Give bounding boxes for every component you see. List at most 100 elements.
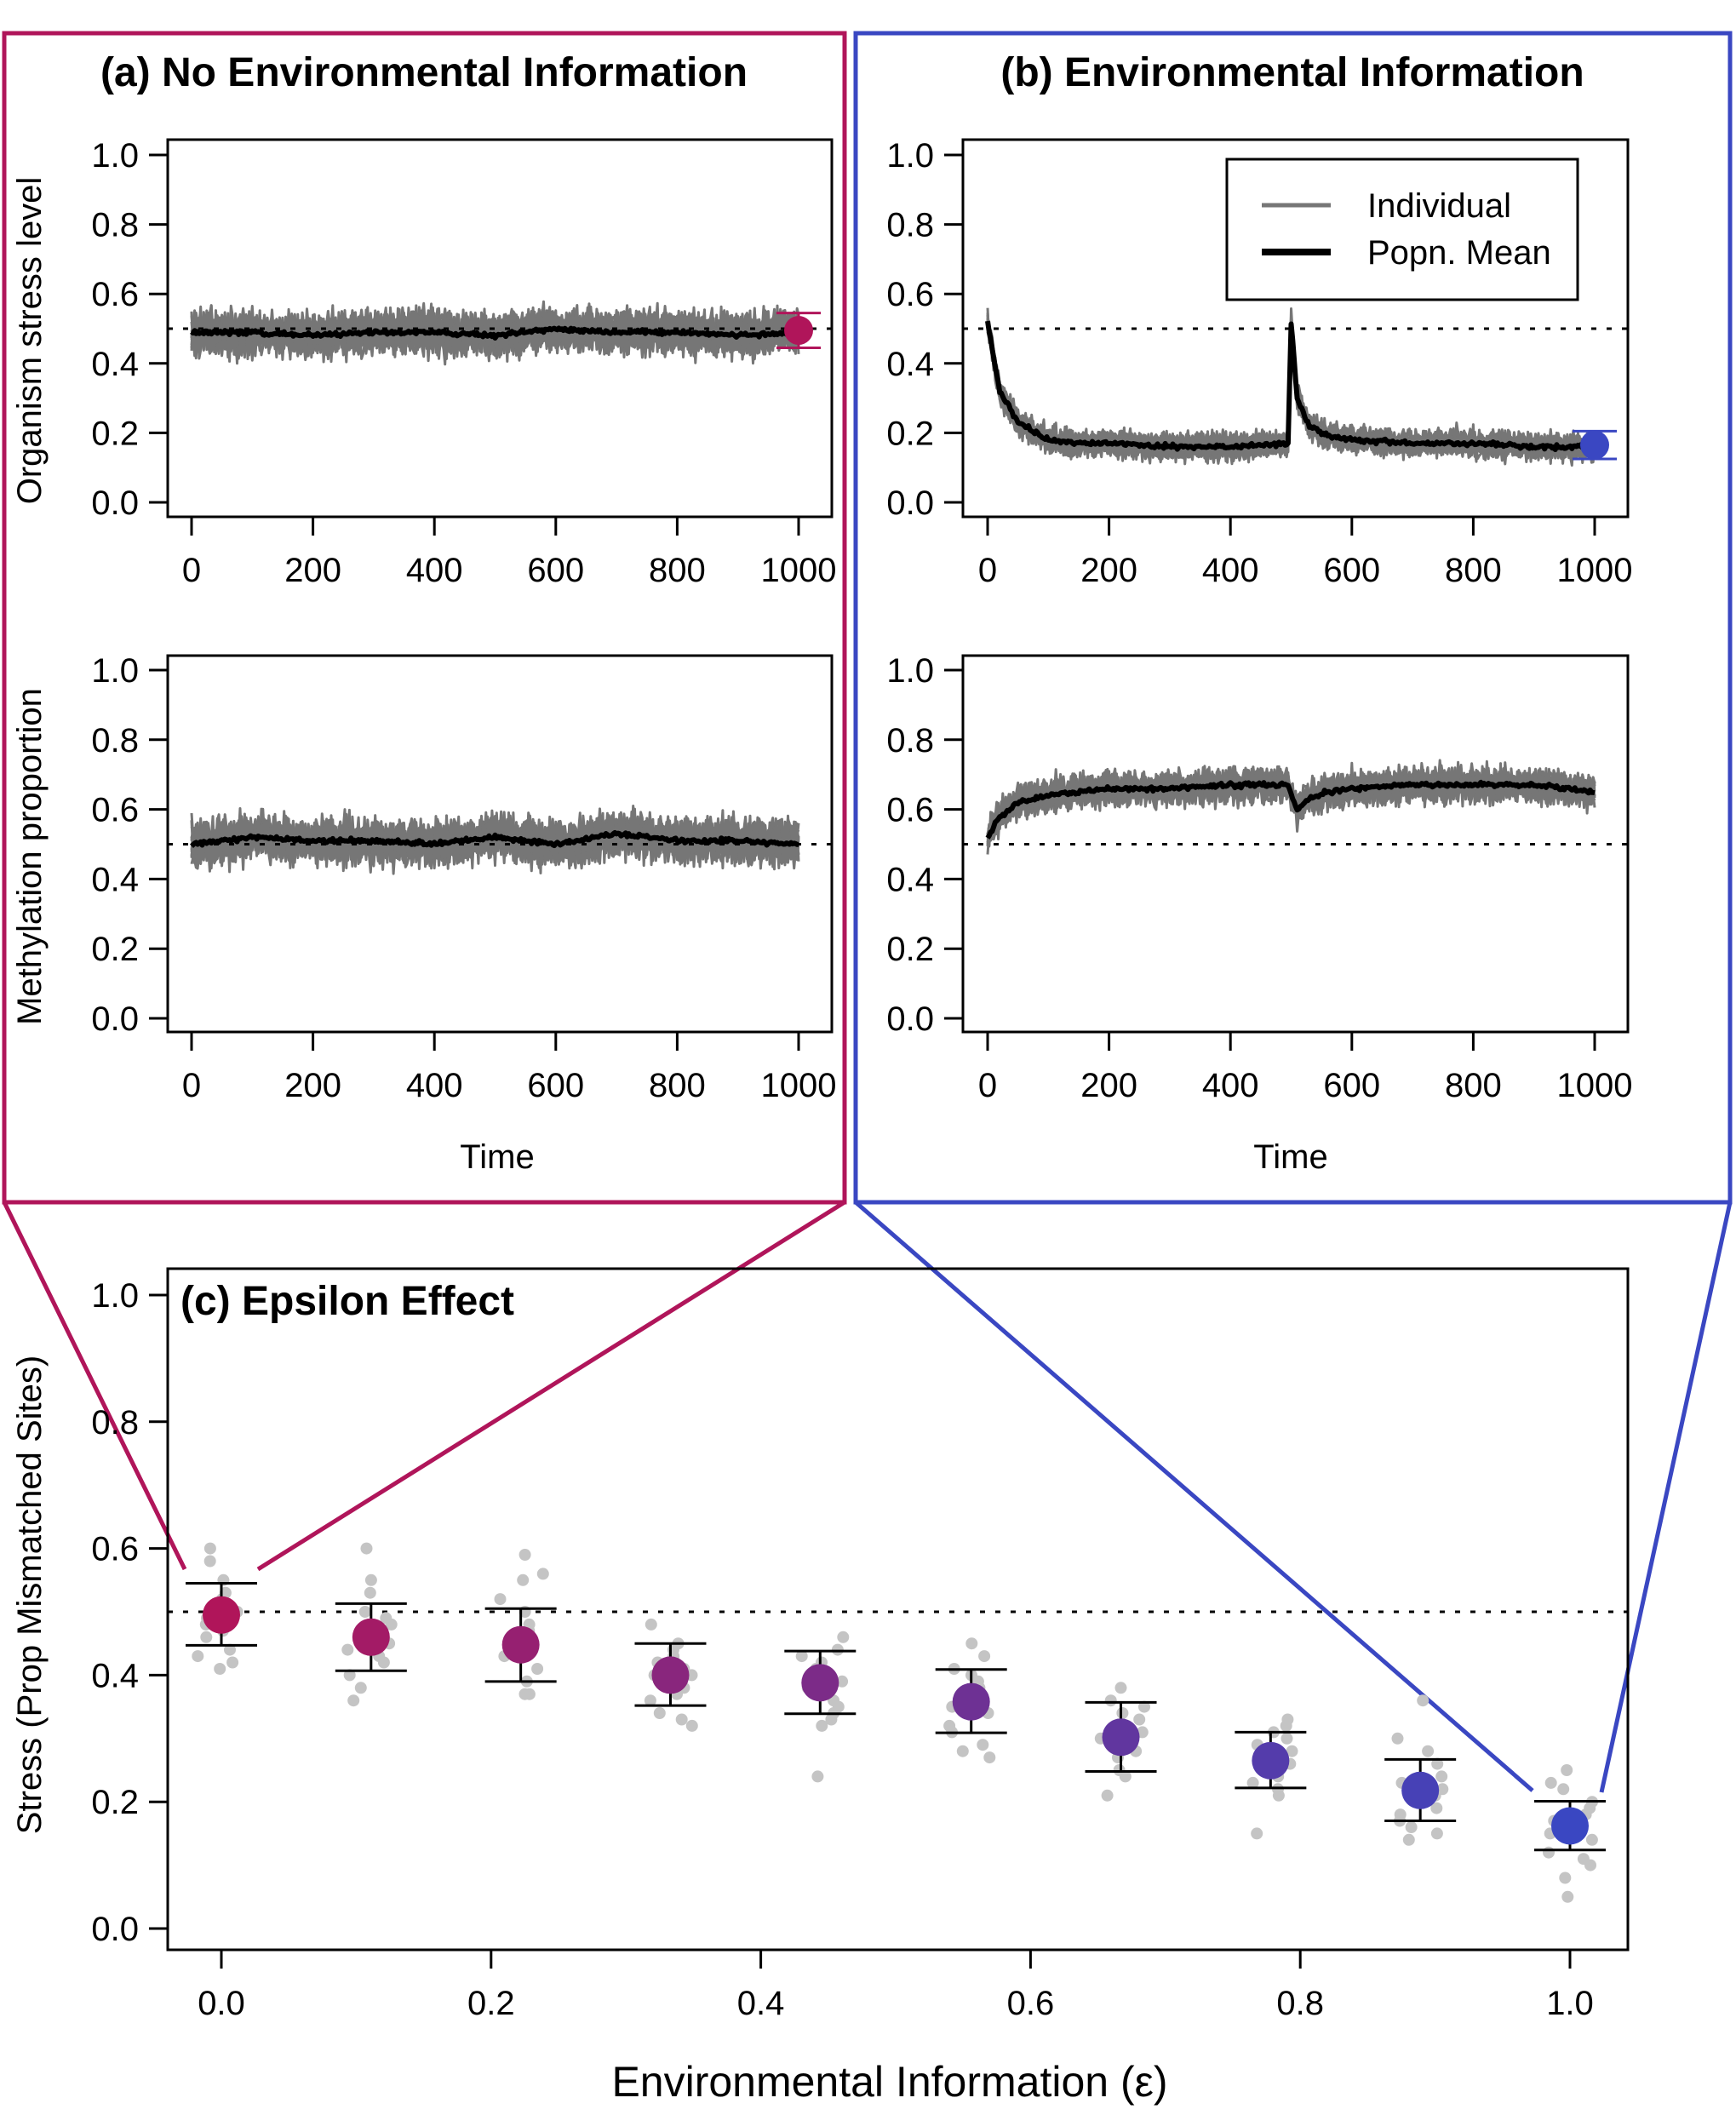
replicate-point bbox=[192, 1650, 204, 1663]
plot-b-bottom-xtick-label: 400 bbox=[1202, 1067, 1259, 1104]
plot-b-bottom-ytick-label: 1.0 bbox=[886, 652, 934, 690]
replicate-point bbox=[1114, 1682, 1127, 1694]
replicate-point bbox=[341, 1643, 354, 1656]
ylabel-methylation: Methylation proportion bbox=[11, 688, 49, 1025]
plot-b-bottom-plot-border bbox=[961, 654, 1630, 1034]
ylabel-stress: Organism stress level bbox=[11, 177, 49, 505]
plot-c-ytick-label: 0.8 bbox=[91, 1404, 139, 1442]
plot-a-top-xtick-label: 1000 bbox=[761, 552, 837, 589]
xlabel-time-a: Time bbox=[460, 1138, 534, 1176]
plot-a-bottom-xtick-label: 600 bbox=[527, 1067, 584, 1104]
replicate-point bbox=[214, 1663, 226, 1675]
replicate-point bbox=[1543, 1846, 1555, 1859]
replicate-point bbox=[1251, 1827, 1263, 1840]
legend-label-mean: Popn. Mean bbox=[1367, 234, 1551, 272]
legend-box bbox=[1225, 158, 1579, 301]
replicate-point bbox=[978, 1650, 991, 1663]
mean-point bbox=[1102, 1718, 1140, 1757]
mean-point bbox=[801, 1664, 839, 1702]
replicate-point bbox=[531, 1663, 544, 1675]
replicate-point bbox=[1402, 1833, 1415, 1846]
xlabel-time-b: Time bbox=[1253, 1138, 1327, 1176]
plot-a-bottom-xtick-label: 800 bbox=[649, 1067, 706, 1104]
plot-b-top-ytick-label: 0.8 bbox=[886, 207, 934, 244]
replicate-point bbox=[354, 1682, 367, 1694]
replicate-point bbox=[1585, 1833, 1598, 1846]
plot-b-bottom-ytick-label: 0.6 bbox=[886, 792, 934, 829]
replicate-point bbox=[685, 1719, 698, 1732]
plot-b-bottom-ytick-label: 0.4 bbox=[886, 861, 934, 898]
replicate-point bbox=[1133, 1713, 1146, 1726]
plot-b-stress: 0 200 400 600 800 1000 0.0 0.2 0.4 0.6 0.8 1.0 bbox=[886, 137, 1632, 589]
replicate-point bbox=[983, 1751, 996, 1764]
replicate-point bbox=[1405, 1821, 1418, 1833]
plot-a-bottom-ytick-label: 0.2 bbox=[91, 931, 139, 968]
replicate-point bbox=[965, 1637, 978, 1650]
replicate-point bbox=[523, 1688, 536, 1700]
replicate-point bbox=[1119, 1770, 1132, 1783]
plot-b-top-xtick-label: 200 bbox=[1080, 552, 1137, 589]
mean-point bbox=[952, 1682, 990, 1721]
replicate-point bbox=[1544, 1776, 1557, 1789]
plot-a-bottom-xtick-label: 1000 bbox=[761, 1067, 837, 1104]
plot-a-bottom-ytick-label: 0.6 bbox=[91, 792, 139, 829]
replicate-point bbox=[517, 1573, 530, 1586]
replicate-point bbox=[1286, 1745, 1298, 1757]
replicate-point bbox=[364, 1586, 376, 1599]
plot-a-top-xtick-label: 800 bbox=[649, 552, 706, 589]
endpoint-point bbox=[1580, 430, 1609, 460]
replicate-point bbox=[1101, 1789, 1114, 1802]
replicate-point bbox=[203, 1542, 216, 1555]
plot-c-ytick-label: 0.0 bbox=[91, 1911, 139, 1948]
panel-b-title: (b) Environmental Information bbox=[1000, 50, 1584, 95]
mean-point bbox=[1252, 1741, 1290, 1780]
replicate-point bbox=[347, 1694, 360, 1707]
replicate-point bbox=[653, 1707, 666, 1719]
plot-b-top-ytick-label: 0.2 bbox=[886, 415, 934, 452]
replicate-point bbox=[645, 1618, 657, 1631]
population-mean-line bbox=[985, 779, 1596, 840]
mean-point bbox=[352, 1618, 390, 1656]
replicate-point bbox=[358, 1606, 371, 1618]
panel-a-title: (a) No Environmental Information bbox=[100, 50, 748, 95]
plot-a-top-xtick-label: 0 bbox=[182, 552, 201, 589]
replicate-point bbox=[1561, 1890, 1574, 1903]
replicate-point bbox=[1431, 1757, 1444, 1770]
replicate-point bbox=[1430, 1802, 1443, 1814]
replicate-point bbox=[343, 1669, 356, 1682]
plot-b-top-ytick-label: 0.0 bbox=[886, 484, 934, 522]
replicate-point bbox=[1561, 1764, 1573, 1776]
replicate-point bbox=[360, 1542, 373, 1555]
replicate-point bbox=[644, 1694, 656, 1707]
plot-a-top-xtick-label: 400 bbox=[406, 552, 463, 589]
panel-b-frame bbox=[853, 31, 1733, 1205]
replicate-point bbox=[675, 1713, 688, 1726]
plot-b-bottom-ytick-label: 0.2 bbox=[886, 931, 934, 968]
plot-a-bottom-xtick-label: 200 bbox=[284, 1067, 341, 1104]
endpoint-point bbox=[784, 316, 813, 346]
replicate-point bbox=[1391, 1732, 1404, 1745]
replicate-point bbox=[519, 1549, 531, 1561]
mean-point bbox=[1401, 1771, 1440, 1809]
plot-a-bottom-ytick-label: 0.0 bbox=[91, 1000, 139, 1038]
panel-c-title: (c) Epsilon Effect bbox=[180, 1279, 514, 1324]
replicate-point bbox=[1246, 1776, 1259, 1789]
replicate-point bbox=[836, 1675, 849, 1688]
plot-a-top-ytick-label: 0.0 bbox=[91, 484, 139, 522]
replicate-point bbox=[1116, 1707, 1129, 1719]
replicate-point bbox=[200, 1631, 213, 1643]
replicate-point bbox=[825, 1713, 838, 1726]
replicate-point bbox=[536, 1568, 549, 1580]
plot-c-plot-border bbox=[166, 1267, 1630, 1952]
plot-c-xtick-label: 0.6 bbox=[1007, 1985, 1055, 2022]
plot-b-top-ytick-label: 1.0 bbox=[886, 137, 934, 175]
replicate-point bbox=[956, 1745, 969, 1757]
replicate-point bbox=[364, 1573, 377, 1586]
plot-a-bottom-ytick-label: 1.0 bbox=[91, 652, 139, 690]
xlabel-epsilon: Environmental Information (ε) bbox=[611, 2058, 1167, 2106]
plot-a-top-ytick-label: 0.2 bbox=[91, 415, 139, 452]
replicate-point bbox=[811, 1770, 824, 1783]
plot-b-bottom-xtick-label: 0 bbox=[978, 1067, 997, 1104]
plot-c-epsilon: 0.0 0.2 0.4 0.6 0.8 1.0 0.0 0.2 0.4 0.6 0.8 1.0 bbox=[91, 1267, 1630, 2022]
